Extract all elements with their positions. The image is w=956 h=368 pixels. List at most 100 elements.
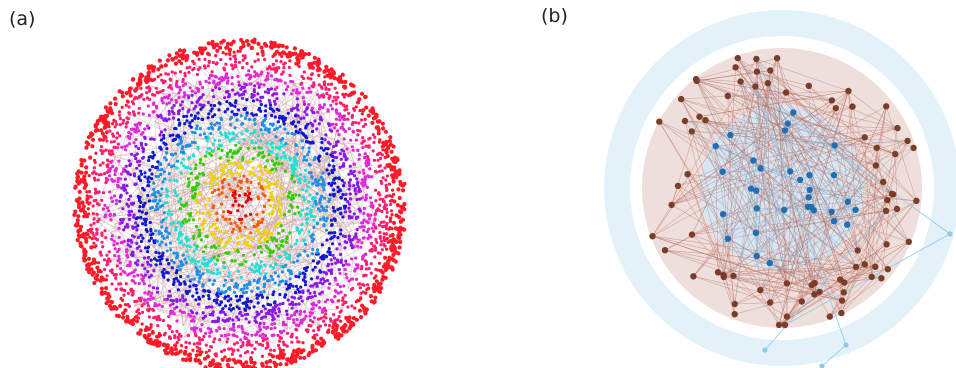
node: [343, 246, 347, 250]
node: [200, 86, 205, 90]
node: [275, 92, 279, 96]
node: [299, 117, 303, 121]
node: [277, 307, 281, 311]
core-node: [806, 186, 813, 194]
node: [281, 320, 286, 324]
node: [125, 314, 130, 319]
node: [272, 322, 277, 326]
node: [77, 189, 82, 194]
node: [202, 132, 206, 136]
node: [108, 129, 112, 133]
node: [114, 276, 118, 280]
node: [161, 251, 165, 255]
outer-node: [808, 281, 815, 289]
node: [123, 177, 127, 181]
node: [143, 256, 147, 260]
outer-node: [882, 207, 890, 214]
node: [143, 175, 147, 179]
node: [257, 85, 261, 89]
node: [268, 254, 272, 258]
node: [235, 341, 239, 345]
node: [288, 73, 292, 77]
core-node: [712, 143, 719, 150]
edge: [349, 152, 367, 198]
node: [111, 122, 115, 126]
outer-node: [783, 313, 791, 320]
node: [328, 128, 332, 132]
node: [342, 162, 346, 166]
node: [238, 263, 242, 267]
node: [207, 81, 211, 85]
node: [117, 159, 121, 163]
node: [105, 259, 109, 263]
node: [78, 224, 84, 229]
node: [178, 70, 183, 74]
node: [156, 75, 160, 79]
node: [255, 98, 259, 102]
node: [162, 333, 166, 337]
node: [306, 153, 310, 157]
edge: [191, 111, 320, 332]
outer-node: [838, 297, 846, 304]
node: [178, 268, 182, 272]
edge: [106, 213, 118, 219]
node: [168, 241, 173, 245]
node: [207, 294, 211, 298]
node: [359, 267, 363, 271]
node: [167, 112, 171, 116]
node: [175, 340, 179, 345]
node: [116, 259, 120, 263]
node: [138, 72, 143, 77]
node: [350, 257, 354, 261]
node: [333, 231, 337, 235]
node: [336, 282, 340, 287]
node: [278, 208, 282, 212]
node: [359, 91, 365, 96]
node: [213, 365, 218, 368]
node: [76, 169, 81, 174]
node: [246, 146, 250, 150]
node: [147, 199, 152, 203]
node: [311, 268, 315, 272]
node: [230, 259, 234, 263]
node: [277, 51, 282, 56]
node: [194, 353, 199, 358]
node: [386, 258, 391, 264]
node: [338, 285, 342, 289]
node: [148, 168, 152, 172]
outer-node: [688, 231, 696, 238]
outer-node: [841, 279, 848, 286]
node: [348, 184, 352, 188]
node: [189, 309, 193, 313]
node: [183, 217, 187, 221]
node: [143, 220, 148, 224]
node: [187, 341, 192, 345]
node: [385, 227, 389, 231]
node: [348, 164, 352, 168]
node: [184, 56, 189, 62]
outer-node: [905, 238, 912, 245]
node: [373, 295, 378, 300]
node: [104, 148, 108, 152]
node: [310, 129, 315, 134]
node: [201, 294, 205, 298]
node: [229, 221, 233, 226]
node: [264, 178, 268, 182]
edge: [180, 138, 257, 178]
node: [273, 182, 277, 186]
node: [400, 188, 406, 193]
node: [129, 127, 133, 131]
node: [252, 278, 256, 282]
node: [263, 185, 267, 189]
node: [368, 294, 374, 299]
node: [120, 94, 125, 99]
node: [84, 140, 89, 145]
node: [336, 207, 340, 212]
node: [112, 243, 116, 247]
edge: [347, 223, 355, 227]
node: [331, 253, 335, 257]
outer-node: [832, 105, 839, 112]
outer-node: [883, 103, 890, 110]
node: [302, 116, 306, 120]
core-node: [805, 194, 812, 201]
